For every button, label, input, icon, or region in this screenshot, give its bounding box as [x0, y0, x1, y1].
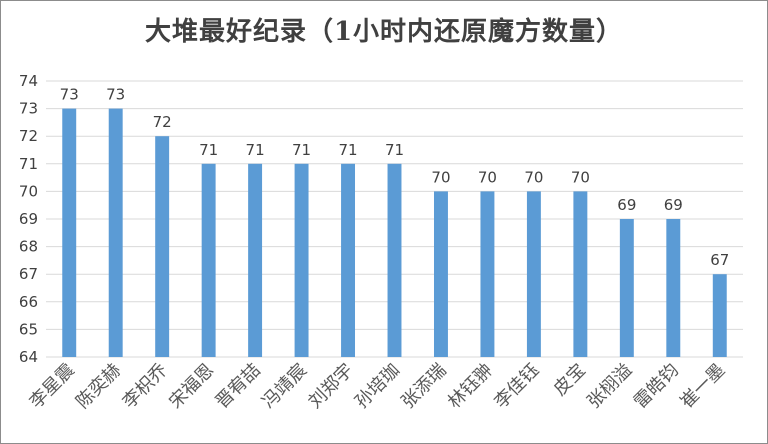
- category-label: 林钰翀: [444, 360, 497, 413]
- bar: [201, 163, 216, 357]
- y-tick-label: 73: [19, 100, 38, 118]
- data-label: 71: [385, 141, 404, 159]
- category-label: 刘郑宇: [305, 360, 358, 413]
- category-label: 皮宝: [550, 360, 590, 400]
- category-label: 雷皓钧: [630, 360, 683, 413]
- bar: [108, 108, 123, 357]
- bar: [248, 163, 263, 357]
- bar: [712, 274, 727, 357]
- data-label: 71: [338, 141, 357, 159]
- bar: [387, 163, 402, 357]
- bar: [433, 191, 448, 357]
- bar: [526, 191, 541, 357]
- category-label: 孙培珈: [351, 360, 404, 413]
- data-label: 71: [292, 141, 311, 159]
- data-label: 70: [524, 168, 543, 186]
- bar: [573, 191, 588, 357]
- y-tick-label: 70: [19, 182, 38, 200]
- data-label: 72: [153, 113, 172, 131]
- category-label: 李枳乔: [119, 360, 172, 413]
- chart-title: 大堆最好纪录（1小时内还原魔方数量）: [144, 17, 624, 47]
- bar: [155, 136, 170, 357]
- bar: [480, 191, 495, 357]
- category-label: 崔一墨: [676, 360, 729, 413]
- bar: [619, 219, 634, 357]
- bar: [341, 163, 356, 357]
- data-label: 73: [106, 86, 125, 104]
- category-label: 陈奕赫: [72, 360, 125, 413]
- data-label: 71: [246, 141, 265, 159]
- y-tick-label: 67: [19, 265, 38, 283]
- y-tick-label: 69: [19, 210, 38, 228]
- y-tick-label: 72: [19, 127, 38, 145]
- data-label: 73: [60, 86, 79, 104]
- y-tick-label: 68: [19, 238, 38, 256]
- category-label: 晋宥喆: [212, 360, 265, 413]
- data-label: 70: [431, 168, 450, 186]
- category-label: 李星震: [26, 360, 79, 413]
- data-label: 69: [664, 196, 683, 214]
- category-label: 宋福恩: [165, 360, 218, 413]
- data-label: 70: [478, 168, 497, 186]
- category-label: 张栩溢: [583, 360, 636, 413]
- y-tick-label: 74: [19, 72, 38, 90]
- y-tick-label: 66: [19, 293, 38, 311]
- bar: [294, 163, 309, 357]
- data-label: 69: [617, 196, 636, 214]
- data-label: 67: [710, 251, 729, 269]
- category-label: 李佳钰: [490, 360, 543, 413]
- bar: [62, 108, 77, 357]
- category-label: 冯靖宸: [258, 360, 311, 413]
- y-tick-label: 65: [19, 320, 38, 338]
- y-tick-label: 71: [19, 155, 38, 173]
- bar: [666, 219, 681, 357]
- y-tick-label: 64: [19, 348, 38, 366]
- data-label: 71: [199, 141, 218, 159]
- data-label: 70: [571, 168, 590, 186]
- category-label: 张添瑞: [397, 360, 450, 413]
